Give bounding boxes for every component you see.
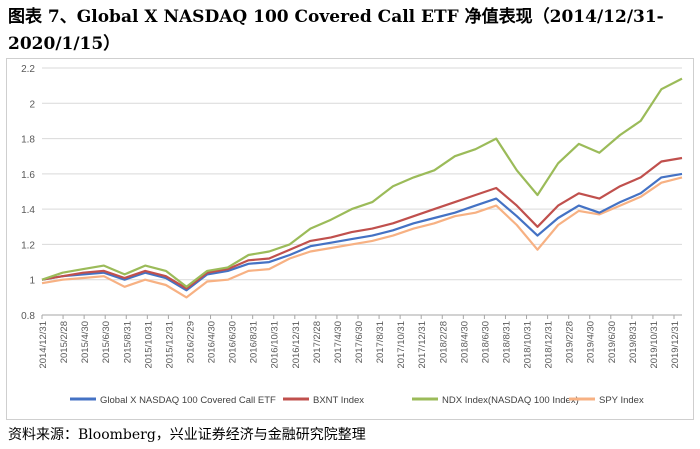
x-tick-label: 2019/6/30 xyxy=(607,321,618,363)
legend-label: BXNT Index xyxy=(313,395,364,406)
y-tick-label: 0.8 xyxy=(21,311,35,322)
x-tick-label: 2016/8/31 xyxy=(249,321,260,363)
series-lines xyxy=(41,77,683,299)
x-tick-label: 2015/2/28 xyxy=(59,321,70,363)
y-tick-label: 1.6 xyxy=(21,170,35,181)
y-tick-label: 1 xyxy=(29,276,35,287)
legend: Global X NASDAQ 100 Covered Call ETF BXNT… xyxy=(70,395,644,406)
x-tick-label: 2015/12/31 xyxy=(164,321,175,369)
x-tick-label: 2019/10/31 xyxy=(649,321,660,369)
x-tick-label: 2018/4/30 xyxy=(459,321,470,363)
y-tick-label: 2.2 xyxy=(21,64,35,75)
x-tick-label: 2017/10/31 xyxy=(396,321,407,369)
x-tick-label: 2017/12/31 xyxy=(417,321,428,369)
grid-lines xyxy=(42,67,682,316)
line-chart: 0.8 1 1.2 1.4 1.6 1.8 2 2.2 2014/12/31 2015/2/28… xyxy=(21,64,683,406)
x-tick-label: 2016/6/30 xyxy=(228,321,239,363)
chart-frame xyxy=(6,58,694,420)
source-note: 资料来源：Bloomberg，兴业证券经济与金融研究院整理 xyxy=(8,427,366,443)
series-line xyxy=(41,176,683,299)
series-line xyxy=(41,172,683,292)
x-tick-label: 2019/8/31 xyxy=(628,321,639,363)
series-line xyxy=(41,156,683,290)
x-tick-label: 2015/4/30 xyxy=(80,321,91,363)
x-tick-label: 2015/8/31 xyxy=(122,321,133,363)
series-line xyxy=(41,77,683,288)
y-tick-label: 1.4 xyxy=(21,205,35,216)
x-axis-ticks: 2014/12/31 2015/2/28 2015/4/30 2015/6/30 201… xyxy=(38,315,681,369)
x-tick-label: 2018/10/31 xyxy=(523,321,534,369)
y-tick-label: 1.2 xyxy=(21,240,35,251)
x-tick-label: 2019/4/30 xyxy=(586,321,597,363)
y-tick-label: 2 xyxy=(29,99,35,110)
x-tick-label: 2015/6/30 xyxy=(101,321,112,363)
x-tick-label: 2018/2/28 xyxy=(438,321,449,363)
x-tick-label: 2019/2/28 xyxy=(565,321,576,363)
x-tick-label: 2019/12/31 xyxy=(670,321,681,369)
x-tick-label: 2018/6/30 xyxy=(480,321,491,363)
legend-label: NDX Index(NASDAQ 100 Index) xyxy=(442,395,579,406)
x-tick-label: 2017/4/30 xyxy=(333,321,344,363)
x-tick-label: 2016/4/30 xyxy=(207,321,218,363)
legend-label: SPY Index xyxy=(599,395,644,406)
x-tick-label: 2018/12/31 xyxy=(544,321,555,369)
x-tick-label: 2016/10/31 xyxy=(270,321,281,369)
x-tick-label: 2016/2/29 xyxy=(185,321,196,363)
y-axis-ticks: 0.8 1 1.2 1.4 1.6 1.8 2 2.2 xyxy=(21,64,35,322)
x-tick-label: 2014/12/31 xyxy=(38,321,49,369)
x-tick-label: 2016/12/31 xyxy=(291,321,302,369)
x-tick-label: 2017/6/30 xyxy=(354,321,365,363)
legend-label: Global X NASDAQ 100 Covered Call ETF xyxy=(100,395,276,406)
x-tick-label: 2017/8/31 xyxy=(375,321,386,363)
x-tick-label: 2017/2/28 xyxy=(312,321,323,363)
x-tick-label: 2018/8/31 xyxy=(501,321,512,363)
y-tick-label: 1.8 xyxy=(21,135,35,146)
figure-title: 图表 7、Global X NASDAQ 100 Covered Call ET… xyxy=(8,7,664,54)
x-tick-label: 2015/10/31 xyxy=(143,321,154,369)
